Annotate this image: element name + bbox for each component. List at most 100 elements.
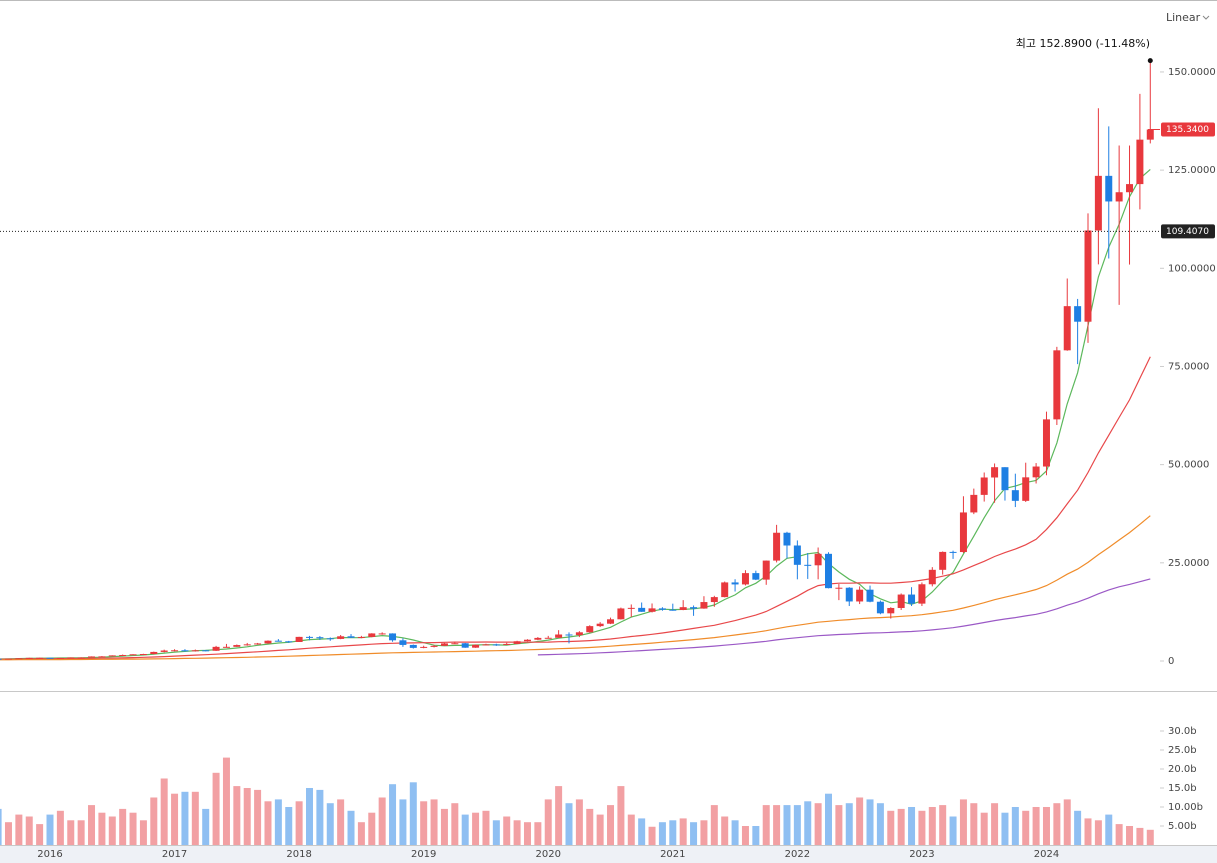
candle-body [835, 587, 843, 589]
volume-bar [544, 799, 552, 845]
y-tick-label: 75.0000 [1168, 361, 1209, 372]
x-tick-label: 2020 [536, 849, 561, 860]
candle-body [523, 639, 531, 642]
volume-bar [773, 805, 781, 845]
candle-body [814, 553, 822, 566]
candle-body [959, 512, 967, 553]
volume-bar [451, 803, 459, 845]
volume-bar [4, 822, 12, 845]
candle-body [856, 589, 864, 602]
volume-bar [326, 803, 334, 845]
candle-body [638, 607, 646, 612]
x-tick-label: 2016 [37, 849, 62, 860]
volume-bar [835, 805, 843, 845]
volume-bar [575, 799, 583, 845]
volume-bar [202, 808, 210, 845]
last-price-tag-label: 135.3400 [1166, 125, 1209, 135]
candle-body [160, 650, 168, 652]
volume-bar [181, 791, 189, 845]
volume-bar [316, 789, 324, 845]
volume-bar [565, 803, 573, 845]
volume-bar [1115, 824, 1123, 845]
candle-body [1136, 139, 1144, 185]
candle-body [503, 643, 511, 645]
candle-body [1022, 477, 1030, 501]
candle-body [876, 601, 884, 614]
candle-body [337, 636, 345, 639]
volume-bar [222, 757, 230, 845]
volume-bar [1001, 812, 1009, 845]
candle-body [222, 646, 230, 648]
candle-body [378, 633, 386, 635]
volume-tick-label: 5.00b [1168, 821, 1197, 832]
candle-body [825, 553, 832, 589]
volume-bar [409, 782, 417, 845]
candle-body [243, 644, 251, 646]
candle-body [627, 607, 635, 609]
volume-bar [918, 810, 926, 845]
plot-area [0, 60, 1154, 845]
candle-body [264, 640, 272, 644]
volume-bar [98, 812, 106, 845]
volume-bar [1146, 829, 1154, 845]
volume-bar [638, 818, 646, 845]
volume-bar [793, 805, 801, 845]
candle-body [15, 658, 23, 660]
volume-bar [378, 797, 386, 845]
candle-body [1074, 306, 1082, 322]
candle-body [139, 654, 147, 656]
volume-bar [1094, 820, 1102, 845]
candle-body [690, 607, 698, 609]
volume-bar [233, 786, 241, 845]
candle-body [1053, 350, 1061, 420]
volume-bar [15, 814, 23, 845]
high-point [1147, 58, 1153, 64]
x-tick-label: 2023 [909, 849, 934, 860]
volume-bar [254, 789, 262, 845]
candle-body [866, 589, 874, 602]
candle-body [420, 646, 428, 648]
scale-mode[interactable]: Linear [1166, 11, 1201, 24]
candle-body [347, 636, 355, 638]
volume-bar [1136, 827, 1144, 845]
dropdown-chevron[interactable] [1202, 15, 1210, 20]
x-tick-label: 2022 [785, 849, 810, 860]
volume-bar [139, 820, 147, 845]
candle-body [326, 638, 334, 640]
volume-bar [243, 787, 251, 845]
volume-bar [337, 799, 345, 845]
candle-body [544, 637, 552, 639]
volume-bar [669, 820, 677, 845]
y-tick-label: 125.0000 [1168, 165, 1216, 176]
candle-body [88, 656, 96, 658]
candle-body [306, 636, 313, 638]
candle-body [1115, 192, 1123, 202]
candle-body [845, 587, 853, 602]
candle-body [555, 634, 563, 638]
volume-bar [1022, 810, 1030, 845]
candle-body [773, 532, 781, 561]
candle-body [150, 651, 158, 655]
candle-body [472, 644, 480, 648]
volume-bar [1011, 806, 1019, 845]
candle-body [928, 569, 936, 585]
volume-bar [897, 808, 905, 845]
volume-bar [825, 793, 832, 845]
y-tick-label: 150.0000 [1168, 67, 1216, 78]
volume-bar [1105, 814, 1113, 845]
x-tick-label: 2019 [411, 849, 436, 860]
volume-bar [264, 801, 272, 845]
candle-body [586, 626, 594, 633]
candle-body [36, 657, 44, 659]
candle-body [565, 634, 573, 636]
candle-body [669, 609, 677, 611]
candle-body [46, 657, 54, 659]
volume-bar [368, 812, 376, 845]
volume-bar [741, 825, 749, 845]
volume-bar [700, 820, 708, 845]
candle-body [233, 645, 241, 647]
volume-bar [440, 808, 448, 845]
moving-average-line [0, 356, 1151, 660]
